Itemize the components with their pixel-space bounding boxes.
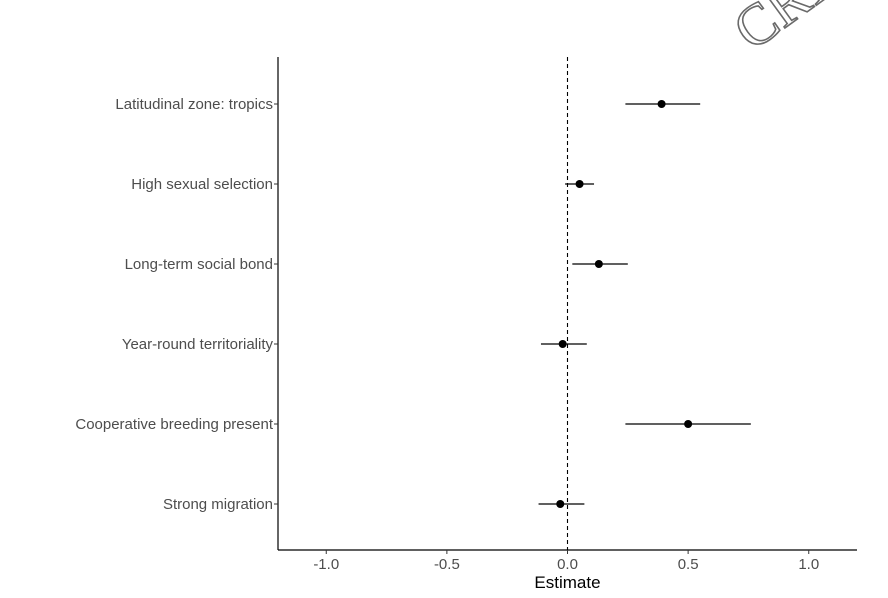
y-tick-label: Strong migration	[163, 496, 273, 513]
x-tick-label: 0.5	[678, 556, 699, 573]
y-tick-labels: Latitudinal zone: tropics High sexual sel…	[75, 96, 273, 513]
y-tick-label: Latitudinal zone: tropics	[115, 96, 273, 113]
estimate-point	[556, 500, 565, 508]
watermark: CRIF	[721, 0, 865, 63]
estimate-marks	[538, 100, 751, 508]
axes	[274, 57, 857, 554]
y-tick-label: Cooperative breeding present	[75, 416, 273, 433]
y-tick-label: High sexual selection	[131, 176, 273, 193]
x-axis-title: Estimate	[534, 573, 600, 592]
x-tick-label: 0.0	[557, 556, 578, 573]
watermark-text: CRIF	[721, 0, 864, 63]
estimate-point	[594, 260, 603, 268]
estimate-point	[558, 340, 567, 348]
estimate-point	[575, 180, 584, 188]
x-tick-labels: -1.0 -0.5 0.0 0.5 1.0	[313, 556, 819, 573]
x-tick-label: -0.5	[434, 556, 460, 573]
y-tick-label: Year-round territoriality	[122, 336, 274, 353]
estimate-point	[657, 100, 666, 108]
x-tick-label: 1.0	[798, 556, 819, 573]
y-tick-label: Long-term social bond	[125, 256, 273, 273]
x-tick-label: -1.0	[313, 556, 339, 573]
estimate-point	[684, 420, 693, 428]
